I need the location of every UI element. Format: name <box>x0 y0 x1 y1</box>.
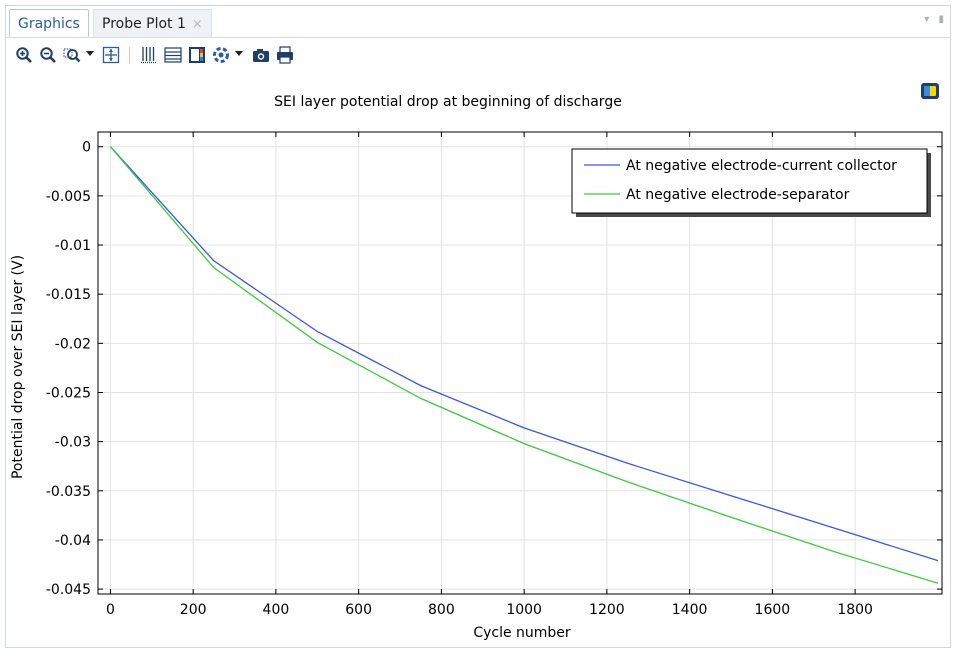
legend-icon[interactable] <box>188 46 206 64</box>
chart-title: SEI layer potential drop at beginning of… <box>274 94 622 110</box>
legend-box <box>571 148 928 214</box>
zoom-dropdown-chevron-icon[interactable] <box>86 51 94 56</box>
table-lines-icon[interactable] <box>164 46 182 64</box>
y-tick-label: -0.025 <box>46 385 91 401</box>
y-axis-label: Potential drop over SEI layer (V) <box>10 255 26 479</box>
zoom-box-icon[interactable] <box>63 46 81 64</box>
y-tick-label: -0.015 <box>46 287 91 303</box>
scene-light-icon[interactable] <box>212 46 230 64</box>
pin-icon[interactable]: ▮ <box>938 14 944 25</box>
x-axis-label: Cycle number <box>473 625 571 641</box>
x-tick-label: 400 <box>263 602 290 618</box>
x-tick-label: 1400 <box>672 602 708 618</box>
y-tick-label: -0.005 <box>46 189 91 205</box>
tab-probe-plot-1[interactable]: Probe Plot 1 × <box>93 9 212 37</box>
x-tick-label: 1200 <box>589 602 625 618</box>
axis-ticks: 0 200 400 600 800 1000 1200 1400 1600 1800 0 -0.005… <box>46 132 942 618</box>
zoom-out-icon[interactable] <box>39 46 57 64</box>
zoom-extents-icon[interactable] <box>102 46 120 64</box>
line-chart: 0 200 400 600 800 1000 1200 1400 1600 1800 0 -0.005… <box>10 94 943 641</box>
y-tick-label: -0.035 <box>46 484 91 500</box>
x-tick-label: 1600 <box>755 602 791 618</box>
legend-entry-separator: At negative electrode-separator <box>626 187 850 203</box>
y-tick-label: 0 <box>82 140 91 156</box>
x-tick-label: 1000 <box>506 602 542 618</box>
x-tick-label: 600 <box>345 602 372 618</box>
tab-probe-plot-label: Probe Plot 1 <box>102 16 186 32</box>
x-tick-label: 800 <box>428 602 455 618</box>
legend: At negative electrode-current collector … <box>571 148 931 217</box>
grid-lines-icon[interactable] <box>140 46 158 64</box>
y-tick-label: -0.03 <box>55 435 91 451</box>
zoom-in-icon[interactable] <box>15 46 33 64</box>
tab-bar: Graphics Probe Plot 1 × ▾ ▮ <box>6 6 950 38</box>
series-line-current-collector <box>109 146 939 562</box>
x-tick-label: 1800 <box>837 602 873 618</box>
close-icon[interactable]: × <box>191 17 203 32</box>
minimize-icon[interactable]: ▾ <box>924 14 930 25</box>
y-tick-label: -0.045 <box>46 582 91 598</box>
graphics-window: Graphics Probe Plot 1 × ▾ ▮ <box>5 5 951 648</box>
plot-window-icon[interactable] <box>920 82 940 100</box>
screenshot-icon[interactable] <box>252 46 270 64</box>
series-line-separator <box>109 146 939 584</box>
plot-area-frame <box>97 131 943 595</box>
legend-entry-current-collector: At negative electrode-current collector <box>626 158 897 174</box>
y-tick-label: -0.02 <box>55 336 91 352</box>
x-tick-label: 0 <box>106 602 115 618</box>
x-tick-label: 200 <box>180 602 207 618</box>
print-icon[interactable] <box>276 46 294 64</box>
toolbar <box>6 38 950 74</box>
series-lines <box>109 146 939 584</box>
tab-graphics[interactable]: Graphics <box>9 9 89 37</box>
toolbar-separator <box>129 47 130 64</box>
y-tick-label: -0.04 <box>55 533 91 549</box>
tab-graphics-label: Graphics <box>18 16 80 32</box>
tabbar-controls: ▾ ▮ <box>924 14 944 25</box>
scene-dropdown-chevron-icon[interactable] <box>235 51 243 56</box>
y-tick-label: -0.01 <box>55 238 91 254</box>
